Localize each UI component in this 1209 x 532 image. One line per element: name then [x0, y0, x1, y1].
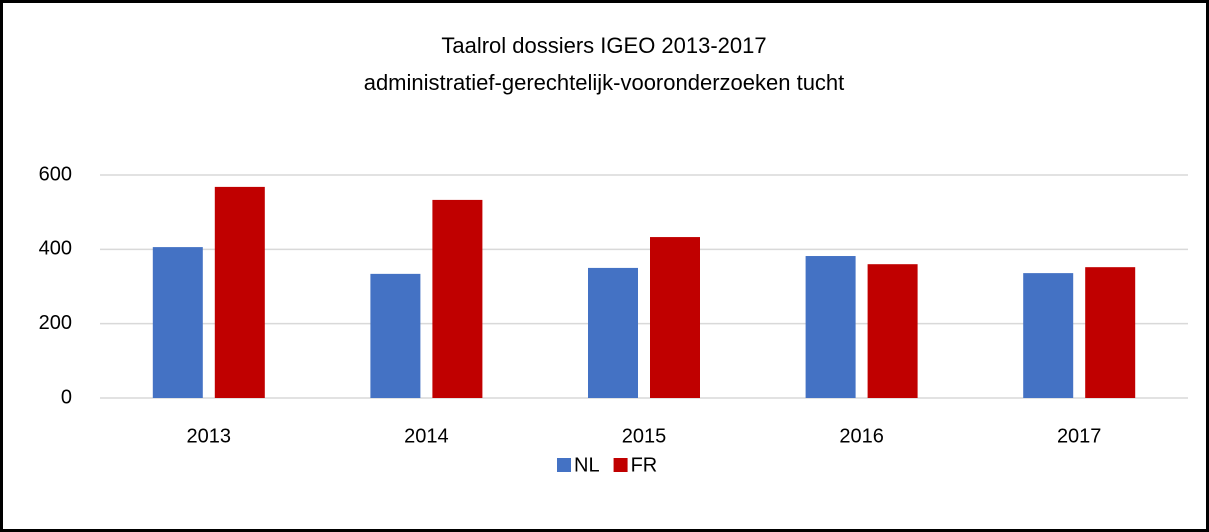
bar: [1023, 273, 1074, 398]
x-tick-label: 2015: [622, 425, 667, 447]
bar: [588, 267, 638, 398]
bar: [370, 273, 421, 398]
x-tick-label: 2014: [404, 425, 449, 447]
x-tick-label: 2013: [187, 425, 232, 447]
bar: [214, 186, 265, 398]
legend-label: NL: [574, 454, 600, 476]
y-tick-label: 0: [61, 386, 72, 408]
y-tick-label: 200: [39, 312, 72, 334]
bar: [1085, 267, 1136, 398]
legend-swatch: [613, 458, 628, 472]
y-tick-label: 600: [39, 163, 72, 185]
chart-subtitle: administratief-gerechtelijk-vooronderzoe…: [364, 70, 845, 95]
chart-title: Taalrol dossiers IGEO 2013-2017: [441, 33, 766, 58]
legend-swatch: [557, 458, 571, 472]
y-tick-label: 400: [39, 238, 72, 260]
bar: [650, 237, 700, 398]
bar: [867, 264, 918, 398]
bar: [152, 247, 203, 398]
x-tick-label: 2017: [1057, 425, 1102, 447]
bar: [805, 256, 856, 398]
x-tick-label: 2016: [839, 425, 884, 447]
legend-label: FR: [631, 454, 658, 476]
bar: [432, 199, 483, 398]
